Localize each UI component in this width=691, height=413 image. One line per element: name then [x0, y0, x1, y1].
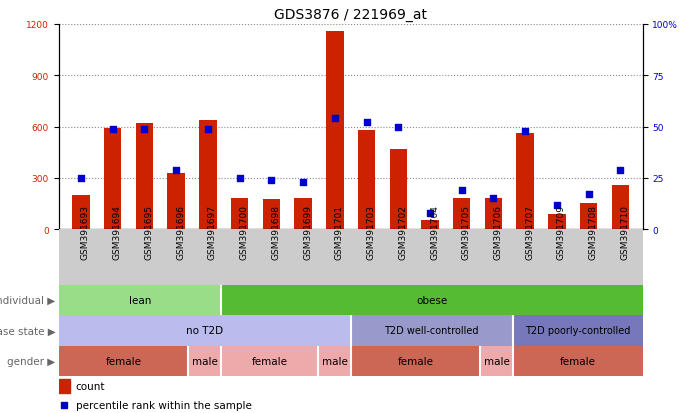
Bar	[221, 285, 643, 316]
Point	[488, 196, 499, 202]
Text: GSM391697: GSM391697	[208, 205, 217, 260]
Text: GSM391699: GSM391699	[303, 205, 312, 260]
Text: GSM391695: GSM391695	[144, 205, 153, 260]
Text: count: count	[76, 381, 105, 391]
Text: female: female	[106, 356, 142, 366]
Text: GSM391710: GSM391710	[621, 205, 630, 260]
Title: GDS3876 / 221969_at: GDS3876 / 221969_at	[274, 8, 427, 22]
Bar	[580, 203, 598, 230]
Text: lean: lean	[129, 295, 151, 306]
Bar	[319, 346, 350, 376]
Point	[202, 126, 214, 133]
Text: GSM391703: GSM391703	[366, 205, 375, 260]
Text: GSM391701: GSM391701	[335, 205, 344, 260]
Bar	[548, 214, 566, 230]
Point	[392, 124, 404, 131]
Text: GSM391709: GSM391709	[557, 205, 566, 260]
Bar	[231, 199, 248, 230]
Bar	[350, 316, 513, 346]
Point	[298, 179, 309, 186]
Text: T2D well-controlled: T2D well-controlled	[384, 325, 479, 336]
Bar	[390, 150, 407, 230]
Point	[424, 210, 435, 216]
Bar	[350, 346, 480, 376]
Text: male: male	[484, 356, 509, 366]
Point	[615, 167, 626, 173]
Point	[139, 126, 150, 133]
Bar	[612, 185, 629, 230]
Text: GSM391707: GSM391707	[525, 205, 534, 260]
Text: female: female	[252, 356, 287, 366]
Point	[234, 175, 245, 182]
Bar	[59, 380, 70, 392]
Text: no T2D: no T2D	[186, 325, 223, 336]
Point	[456, 188, 467, 194]
Bar	[513, 346, 643, 376]
Text: T2D poorly-controlled: T2D poorly-controlled	[525, 325, 630, 336]
Point	[361, 120, 372, 126]
Text: GSM391693: GSM391693	[81, 205, 90, 260]
Bar	[59, 346, 189, 376]
Point	[266, 177, 277, 184]
Text: GSM391696: GSM391696	[176, 205, 185, 260]
Text: percentile rank within the sample: percentile rank within the sample	[76, 400, 252, 410]
Bar	[294, 199, 312, 230]
Bar	[326, 32, 343, 230]
Bar	[263, 200, 280, 230]
Bar	[513, 316, 643, 346]
Text: individual ▶: individual ▶	[0, 295, 55, 306]
Bar	[104, 129, 122, 230]
Text: GSM391700: GSM391700	[240, 205, 249, 260]
Text: GSM391705: GSM391705	[462, 205, 471, 260]
Point	[330, 116, 341, 122]
Text: GSM391702: GSM391702	[398, 205, 407, 260]
Bar	[516, 134, 534, 230]
Bar	[453, 198, 471, 230]
Text: female: female	[560, 356, 596, 366]
Text: GSM391704: GSM391704	[430, 205, 439, 260]
Text: GSM391698: GSM391698	[272, 205, 281, 260]
Bar	[485, 198, 502, 230]
Text: female: female	[397, 356, 433, 366]
Point	[75, 175, 86, 182]
Point	[583, 192, 594, 198]
Bar	[422, 220, 439, 230]
Point	[107, 126, 118, 133]
Text: male: male	[321, 356, 348, 366]
Bar	[221, 346, 319, 376]
Text: male: male	[192, 356, 218, 366]
Text: disease state ▶: disease state ▶	[0, 325, 55, 336]
Point	[551, 202, 562, 208]
Bar	[358, 131, 375, 230]
Text: obese: obese	[416, 295, 447, 306]
Bar	[189, 346, 221, 376]
Point	[171, 167, 182, 173]
Bar	[199, 120, 216, 230]
Bar	[480, 346, 513, 376]
Point	[520, 128, 531, 135]
Bar	[59, 316, 350, 346]
Bar	[73, 195, 90, 230]
Text: GSM391708: GSM391708	[589, 205, 598, 260]
Text: GSM391706: GSM391706	[493, 205, 502, 260]
Bar	[167, 173, 185, 230]
Bar	[135, 124, 153, 230]
Bar	[59, 285, 221, 316]
Text: gender ▶: gender ▶	[7, 356, 55, 366]
Text: GSM391694: GSM391694	[113, 205, 122, 260]
